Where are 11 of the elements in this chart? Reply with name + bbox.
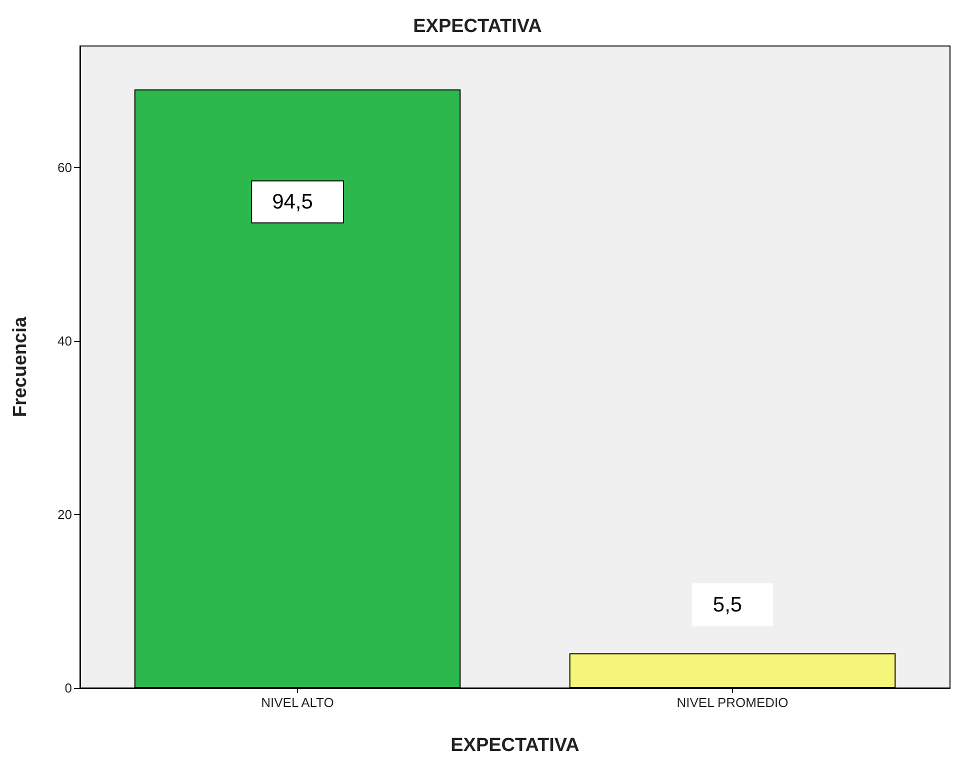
y-tick-label: 60 bbox=[58, 160, 72, 175]
y-tick-label: 40 bbox=[58, 333, 72, 348]
y-axis-title: Frecuencia bbox=[10, 316, 31, 418]
annotation: 94,5 bbox=[272, 190, 313, 214]
x-tick-label: NIVEL PROMEDIO bbox=[676, 695, 788, 710]
chart-title: EXPECTATIVA bbox=[413, 16, 542, 37]
y-tick-label: 0 bbox=[64, 680, 72, 696]
x-tick-label: NIVEL ALTO bbox=[261, 695, 334, 710]
annotation: 5,5 bbox=[712, 593, 742, 616]
y-tick-label: 20 bbox=[58, 506, 72, 522]
x-axis-title: EXPECTATIVA bbox=[450, 735, 580, 756]
